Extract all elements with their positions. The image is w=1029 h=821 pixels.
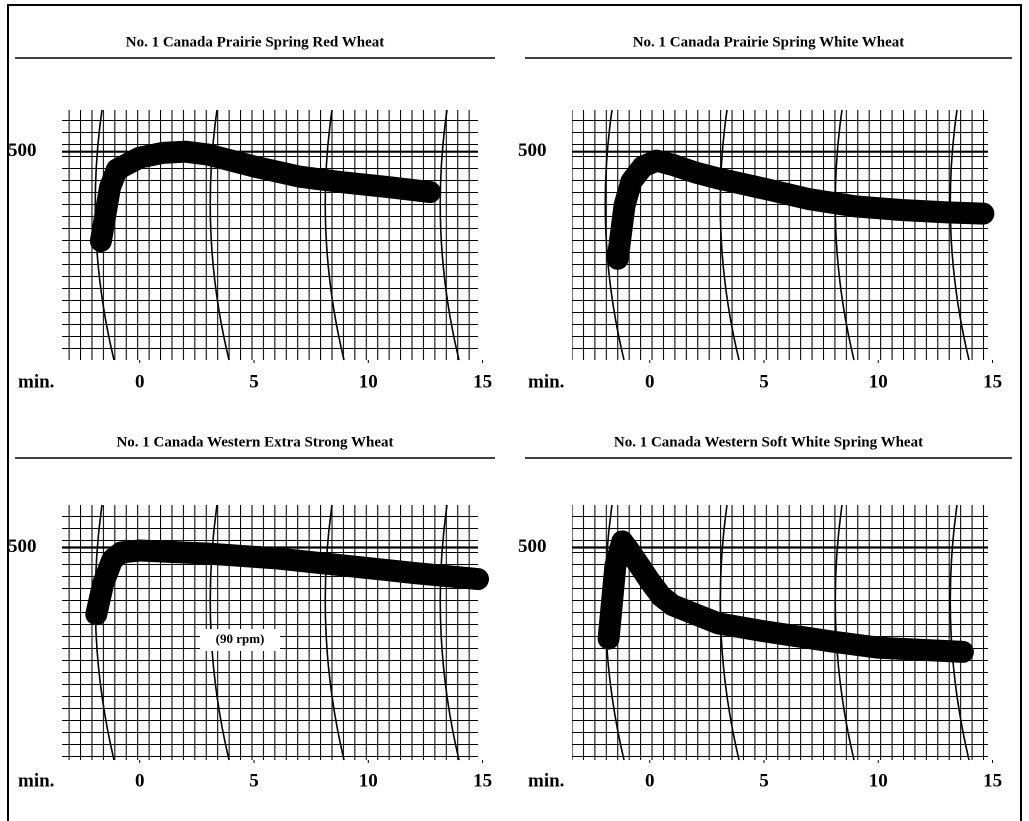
x-tick-label: 15 <box>983 371 1002 392</box>
x-tick-label: 10 <box>869 371 888 392</box>
chart-paper <box>62 110 478 360</box>
y-tick-label: 500 <box>8 140 37 161</box>
annotation: (90 rpm) <box>216 631 265 646</box>
chart-paper <box>572 110 988 360</box>
x-axis-label: min. <box>18 770 54 791</box>
figure: No. 1 Canada Prairie Spring Red Wheat500… <box>0 0 1029 821</box>
y-tick-label: 500 <box>518 140 547 161</box>
panel-title: No. 1 Canada Western Extra Strong Wheat <box>116 434 393 450</box>
x-tick-label: 5 <box>249 770 259 791</box>
x-axis-label: min. <box>528 770 564 791</box>
x-tick-label: 0 <box>135 371 145 392</box>
x-tick-label: 10 <box>359 371 378 392</box>
x-tick-label: 10 <box>869 770 888 791</box>
x-tick-label: 5 <box>759 371 769 392</box>
panel-title: No. 1 Canada Prairie Spring White Wheat <box>633 34 905 50</box>
x-tick-label: 0 <box>135 770 145 791</box>
y-tick-label: 500 <box>8 536 37 557</box>
x-axis-label: min. <box>528 371 564 392</box>
x-axis-label: min. <box>18 371 54 392</box>
x-tick-label: 15 <box>473 371 492 392</box>
x-tick-label: 5 <box>759 770 769 791</box>
y-tick-label: 500 <box>518 536 547 557</box>
x-tick-label: 5 <box>249 371 259 392</box>
x-tick-label: 15 <box>983 770 1002 791</box>
x-tick-label: 15 <box>473 770 492 791</box>
x-tick-label: 0 <box>645 371 655 392</box>
x-tick-label: 0 <box>645 770 655 791</box>
panel-title: No. 1 Canada Western Soft White Spring W… <box>614 434 923 450</box>
panel-title: No. 1 Canada Prairie Spring Red Wheat <box>126 34 384 50</box>
page: No. 1 Canada Prairie Spring Red Wheat500… <box>0 0 1029 821</box>
x-tick-label: 10 <box>359 770 378 791</box>
